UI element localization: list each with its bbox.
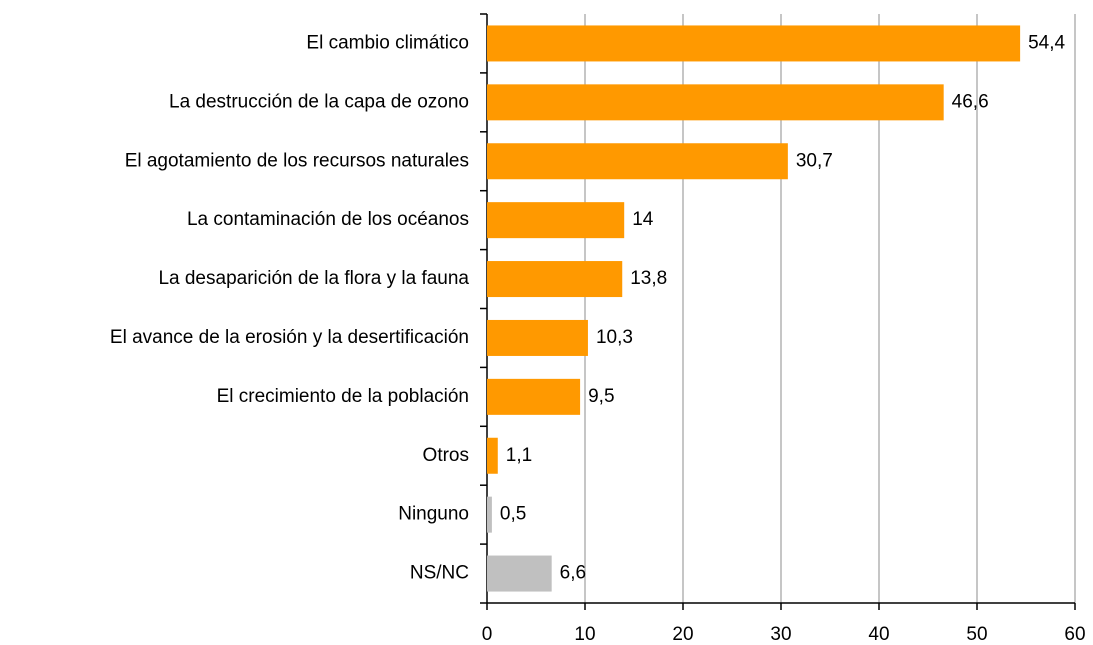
x-tick-label: 0 bbox=[482, 624, 493, 645]
data-label: 1,1 bbox=[506, 445, 532, 466]
data-label: 30,7 bbox=[796, 150, 833, 171]
data-label: 6,6 bbox=[560, 563, 586, 584]
bar bbox=[487, 555, 552, 592]
bar bbox=[487, 84, 944, 121]
data-label: 10,3 bbox=[596, 327, 633, 348]
y-tick-label: El cambio climático bbox=[306, 32, 469, 53]
data-label: 9,5 bbox=[588, 386, 614, 407]
y-tick-label: El avance de la erosión y la desertifica… bbox=[110, 327, 469, 348]
bar bbox=[487, 437, 498, 474]
bar bbox=[487, 261, 623, 298]
x-tick-label: 50 bbox=[966, 624, 987, 645]
data-label: 0,5 bbox=[500, 504, 526, 525]
x-tick-label: 30 bbox=[770, 624, 791, 645]
y-tick-label: La destrucción de la capa de ozono bbox=[169, 91, 469, 112]
data-label: 13,8 bbox=[630, 268, 667, 289]
x-tick-label: 10 bbox=[574, 624, 595, 645]
bar bbox=[487, 202, 625, 239]
bar bbox=[487, 25, 1021, 62]
data-label: 14 bbox=[632, 209, 654, 230]
y-tick-label: Ninguno bbox=[398, 504, 469, 525]
y-tick-label: El agotamiento de los recursos naturales bbox=[125, 150, 469, 171]
x-tick-label: 20 bbox=[672, 624, 693, 645]
x-tick-label: 60 bbox=[1064, 624, 1085, 645]
bar bbox=[487, 496, 492, 533]
y-tick-label: NS/NC bbox=[410, 563, 469, 584]
y-tick-label: Otros bbox=[423, 445, 469, 466]
data-label: 46,6 bbox=[952, 91, 989, 112]
bar bbox=[487, 319, 588, 356]
bar bbox=[487, 378, 581, 415]
x-tick-label: 40 bbox=[868, 624, 889, 645]
y-tick-label: El crecimiento de la población bbox=[217, 386, 469, 407]
bar bbox=[487, 143, 788, 180]
y-tick-label: La desaparición de la flora y la fauna bbox=[158, 268, 469, 289]
data-label: 54,4 bbox=[1028, 32, 1065, 53]
y-tick-label: La contaminación de los océanos bbox=[187, 209, 469, 230]
